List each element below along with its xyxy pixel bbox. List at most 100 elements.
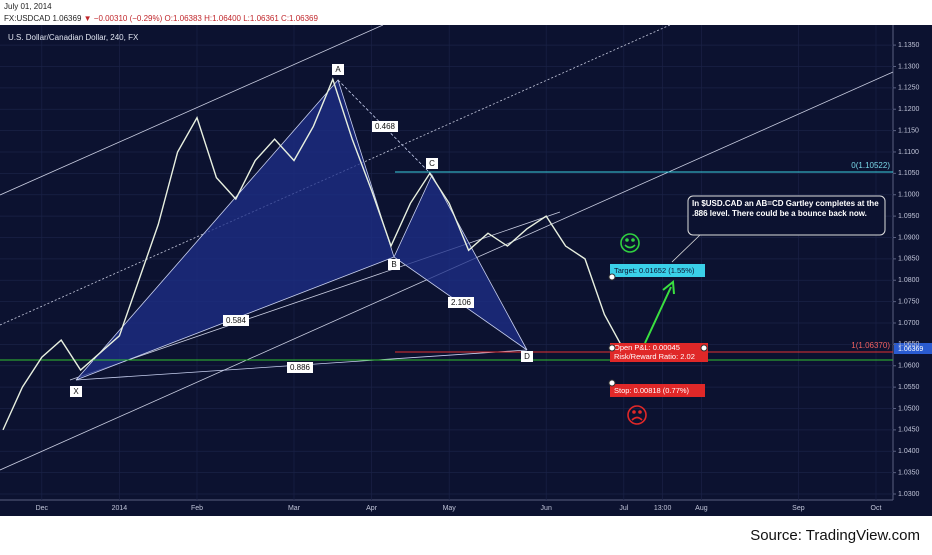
- ratio-box: [372, 121, 398, 132]
- ratio-label: 0.886: [290, 363, 311, 372]
- x-tick-label: Feb: [191, 505, 203, 512]
- eye: [631, 238, 635, 242]
- face: [620, 233, 640, 253]
- arrow-head: [662, 280, 675, 295]
- y-tick-label: 1.1000: [898, 192, 920, 199]
- x-tick-label: Dec: [36, 505, 49, 512]
- callout-text: In $USD.CAD an AB=CD Gartley completes a…: [692, 199, 879, 218]
- change: ▼ −0.00310 (−0.29%): [84, 14, 163, 23]
- last: 1.06369: [52, 14, 81, 23]
- current-price-label: 1.06369: [898, 346, 923, 353]
- y-tick-label: 1.1050: [898, 170, 920, 177]
- risk-reward-label: Risk/Reward Ratio: 2.02: [614, 352, 695, 361]
- x-tick-label: Apr: [366, 505, 378, 512]
- price-label-box: [894, 343, 932, 354]
- chart-title: U.S. Dollar/Canadian Dollar, 240, FX: [8, 33, 139, 42]
- y-tick-label: 1.1200: [898, 106, 920, 113]
- y-tick-label: 1.1250: [898, 85, 920, 92]
- point-label: X: [73, 387, 79, 396]
- x-tick-label: Mar: [288, 505, 301, 512]
- fib-label: 1(1.06370): [851, 341, 890, 350]
- ratio-label: 0.468: [375, 122, 396, 131]
- header-bg: [0, 0, 932, 25]
- y-tick-label: 1.1100: [898, 149, 919, 156]
- stop-label: Stop: 0.00818 (0.77%): [614, 386, 690, 395]
- point-label: A: [335, 65, 341, 74]
- ratio-box: [287, 362, 313, 373]
- sad-face: [627, 405, 647, 425]
- arrow: [644, 280, 675, 344]
- target-label: Target: 0.01652 (1.55%): [614, 266, 695, 275]
- price-line: [2, 77, 625, 431]
- callout: [687, 195, 886, 236]
- header-line: FX:USDCAD 1.06369 ▼ −0.00310 (−0.29%) O:…: [4, 14, 319, 23]
- eye: [632, 410, 636, 414]
- symbol: FX:USDCAD: [4, 14, 50, 23]
- y-tick-label: 1.0950: [898, 213, 920, 220]
- y-tick-label: 1.0350: [898, 469, 920, 476]
- face: [627, 405, 647, 425]
- x-tick-label: Sep: [792, 505, 805, 512]
- handle: [608, 344, 616, 352]
- point-label: D: [524, 352, 530, 361]
- y-tick-label: 1.0500: [898, 405, 920, 412]
- y-tick-label: 1.0600: [898, 363, 920, 370]
- mouth: [631, 416, 643, 421]
- y-tick-label: 1.0800: [898, 277, 920, 284]
- eye: [625, 238, 629, 242]
- target-box: [610, 264, 705, 277]
- x-tick-label: Jun: [541, 505, 552, 512]
- y-tick-label: 1.1300: [898, 63, 920, 70]
- y-tick-label: 1.0850: [898, 256, 920, 263]
- point-label: B: [391, 260, 396, 269]
- callout-pointer: [671, 234, 701, 263]
- handle: [700, 344, 708, 352]
- open-pl-label: Open P&L: 0.00045: [614, 343, 680, 352]
- x-tick-label: 13:00: [654, 505, 672, 512]
- y-tick-label: 1.0400: [898, 448, 920, 455]
- point-box: [426, 158, 438, 169]
- ratio-box: [223, 315, 249, 326]
- source: Source: TradingView.com: [750, 527, 920, 544]
- channel-line: [69, 211, 561, 381]
- y-tick-label: 1.1150: [898, 127, 919, 134]
- point-label: C: [429, 159, 435, 168]
- x-tick-label: Jul: [619, 505, 628, 512]
- y-tick-label: 1.0300: [898, 491, 920, 498]
- x-tick-label: Oct: [871, 505, 882, 512]
- y-tick-label: 1.0650: [898, 341, 920, 348]
- price-layer: [2, 77, 625, 431]
- handle: [608, 379, 616, 387]
- date: July 01, 2014: [4, 2, 52, 11]
- point-box: [70, 386, 82, 397]
- mouth: [624, 244, 636, 249]
- channel-line: [0, 24, 384, 196]
- y-tick-label: 1.0900: [898, 234, 920, 241]
- y-tick-label: 1.0450: [898, 427, 920, 434]
- y-tick-label: 1.1350: [898, 42, 920, 49]
- y-tick-label: 1.0700: [898, 320, 920, 327]
- x-tick-label: 2014: [112, 505, 128, 512]
- y-tick-label: 1.0550: [898, 384, 920, 391]
- x-tick-label: Aug: [695, 505, 708, 512]
- position-tool: Target: 0.01652 (1.55%) Open P&L: 0.0004…: [608, 264, 708, 397]
- ratio-box: [448, 297, 474, 308]
- happy-face: [620, 233, 640, 253]
- pl-box: [610, 343, 708, 362]
- y-tick-label: 1.0750: [898, 298, 920, 305]
- ratio-label: 0.584: [226, 316, 247, 325]
- pattern-labels: X A B C D 0.468 2.106 0.584 0.886: [70, 64, 533, 397]
- grid: [0, 25, 893, 500]
- callout-text-box: In $USD.CAD an AB=CD Gartley completes a…: [692, 199, 879, 218]
- fib-label: 0(1.10522): [851, 161, 890, 170]
- ratio-label: 2.106: [451, 298, 472, 307]
- ohlc: O:1.06383 H:1.06400 L:1.06361 C:1.06369: [165, 14, 319, 23]
- point-box: [521, 351, 533, 362]
- stop-box: [610, 384, 705, 397]
- point-box: [388, 259, 400, 270]
- x-tick-label: May: [443, 505, 457, 512]
- handle: [608, 273, 616, 281]
- arrow-shaft: [644, 286, 672, 344]
